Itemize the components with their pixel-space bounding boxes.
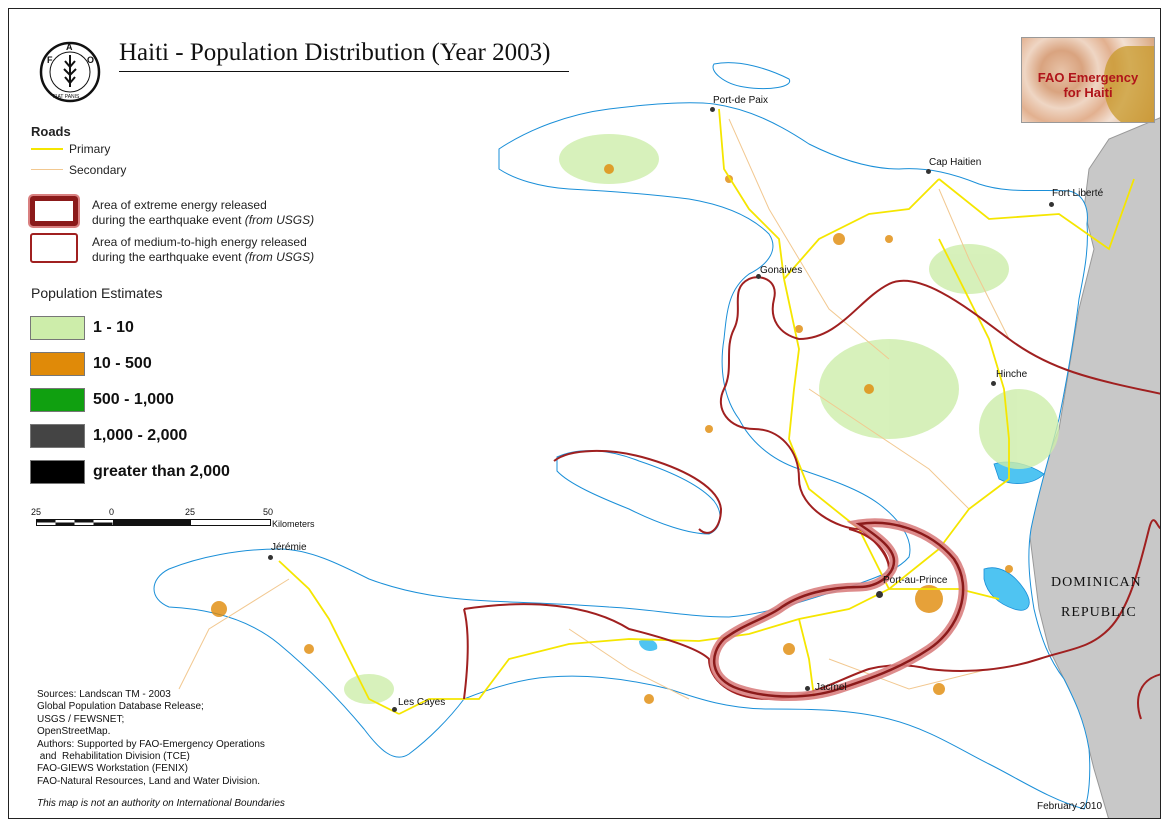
roads-legend-secondary: Secondary [69, 163, 127, 177]
medium-energy-zone-gonave [553, 449, 723, 534]
source-line: and Rehabilitation Division (TCE) [37, 751, 190, 763]
medium-energy-zone-east [1137, 673, 1160, 720]
city-jacmel: Jacmel [815, 682, 847, 693]
city-marker [756, 274, 761, 279]
roads-legend-primary: Primary [69, 142, 111, 156]
logo-motto: FIAT PANIS [53, 94, 80, 100]
city-gonaives: Gonaives [760, 265, 803, 276]
city-marker [392, 707, 397, 712]
medium-energy-zone-south [463, 519, 1160, 701]
pop-label-1: 1 - 10 [93, 319, 134, 336]
population-10-500-areas [211, 164, 1013, 704]
pop-label-5: greater than 2,000 [93, 463, 230, 480]
title-underline [119, 71, 569, 72]
city-marker [991, 381, 996, 386]
source-line: Authors: Supported by FAO-Emergency Oper… [37, 738, 265, 750]
source-line: USGS / FEWSNET; [37, 713, 125, 725]
scale-tick-0: 0 [109, 507, 115, 517]
haiti-map [153, 62, 1160, 818]
extreme-energy-source: (from USGS) [244, 213, 315, 227]
city-cap-haitien: Cap Haitien [929, 157, 982, 168]
city-marker [710, 107, 715, 112]
roads-legend-heading: Roads [31, 124, 71, 139]
city-marker [876, 591, 883, 598]
scale-bar-graphic [36, 519, 271, 526]
logo-letter-f: F [47, 55, 53, 65]
city-hinche: Hinche [996, 369, 1028, 380]
city-fort-liberte: Fort Liberté [1052, 188, 1104, 199]
medium-energy-zone [719, 276, 1160, 570]
map-title: Haiti - Population Distribution (Year 20… [119, 39, 551, 66]
tortuga-island [712, 62, 791, 90]
logo-letter-a: A [66, 42, 73, 52]
fao-emergency-badge: FAO Emergency for Haiti [1021, 37, 1155, 123]
pop-label-4: 1,000 - 2,000 [93, 427, 188, 444]
pop-swatch-1 [30, 316, 85, 340]
extreme-energy-swatch [30, 196, 78, 226]
dominican-republic-label-line1: DOMINICAN [1051, 575, 1142, 590]
lake-miragoane [639, 639, 658, 652]
population-legend-heading: Population Estimates [31, 285, 163, 301]
gonave-island [556, 450, 721, 535]
extreme-energy-label-line1: Area of extreme energy released [92, 198, 267, 212]
source-line: FAO-GIEWS Workstation (FENIX) [37, 763, 188, 775]
medium-energy-label: Area of medium-to-high energy released d… [92, 235, 314, 265]
pop-swatch-5 [30, 460, 85, 484]
extreme-energy-label-line2: during the earthquake event [92, 213, 242, 227]
scale-unit: Kilometers [272, 519, 315, 529]
medium-energy-swatch [30, 233, 78, 263]
pop-swatch-4 [30, 424, 85, 448]
pop-swatch-2 [30, 352, 85, 376]
source-line: FAO-Natural Resources, Land and Water Di… [37, 775, 261, 787]
boundary-disclaimer: This map is not an authority on Internat… [37, 798, 285, 809]
city-port-au-prince: Port-au-Prince [883, 575, 948, 586]
source-line: OpenStreetMap. [37, 726, 111, 738]
badge-line1: FAO Emergency [1037, 70, 1139, 85]
pop-swatch-3 [30, 388, 85, 412]
fao-logo-icon: F A O FIAT PANIS [39, 41, 101, 103]
primary-road-swatch [31, 148, 63, 150]
city-jeremie: Jérémie [271, 542, 307, 553]
secondary-roads [178, 118, 1010, 700]
pop-label-2: 10 - 500 [93, 355, 152, 372]
city-port-de-paix: Port-de Paix [713, 95, 769, 106]
map-date: February 2010 [1037, 801, 1103, 812]
city-marker [926, 169, 931, 174]
secondary-road-swatch [31, 169, 63, 170]
extreme-energy-zone-core [712, 521, 965, 698]
city-marker [268, 555, 273, 560]
map-frame: Haiti - Population Distribution (Year 20… [8, 8, 1161, 819]
scale-tick-25-left: 25 [31, 507, 42, 517]
source-line: Sources: Landscan TM - 2003 [37, 689, 171, 700]
medium-energy-label-line1: Area of medium-to-high energy released [92, 235, 307, 249]
scale-tick-50: 50 [263, 507, 274, 517]
logo-letter-o: O [87, 55, 94, 65]
scale-tick-25: 25 [185, 507, 196, 517]
dominican-republic-label-line2: REPUBLIC [1061, 605, 1137, 620]
sources-block: Sources: Landscan TM - 2003 Global Popul… [37, 689, 265, 788]
extreme-energy-label: Area of extreme energy released during t… [92, 198, 314, 228]
badge-line2: for Haiti [1063, 85, 1113, 100]
population-1-10-areas [344, 134, 1059, 704]
medium-energy-label-line2: during the earthquake event [92, 250, 242, 264]
medium-energy-source: (from USGS) [244, 250, 315, 264]
city-marker [805, 686, 810, 691]
source-line: Global Population Database Release; [37, 701, 204, 713]
city-marker [1049, 202, 1054, 207]
city-les-cayes: Les Cayes [398, 697, 446, 708]
pop-label-3: 500 - 1,000 [93, 391, 174, 408]
